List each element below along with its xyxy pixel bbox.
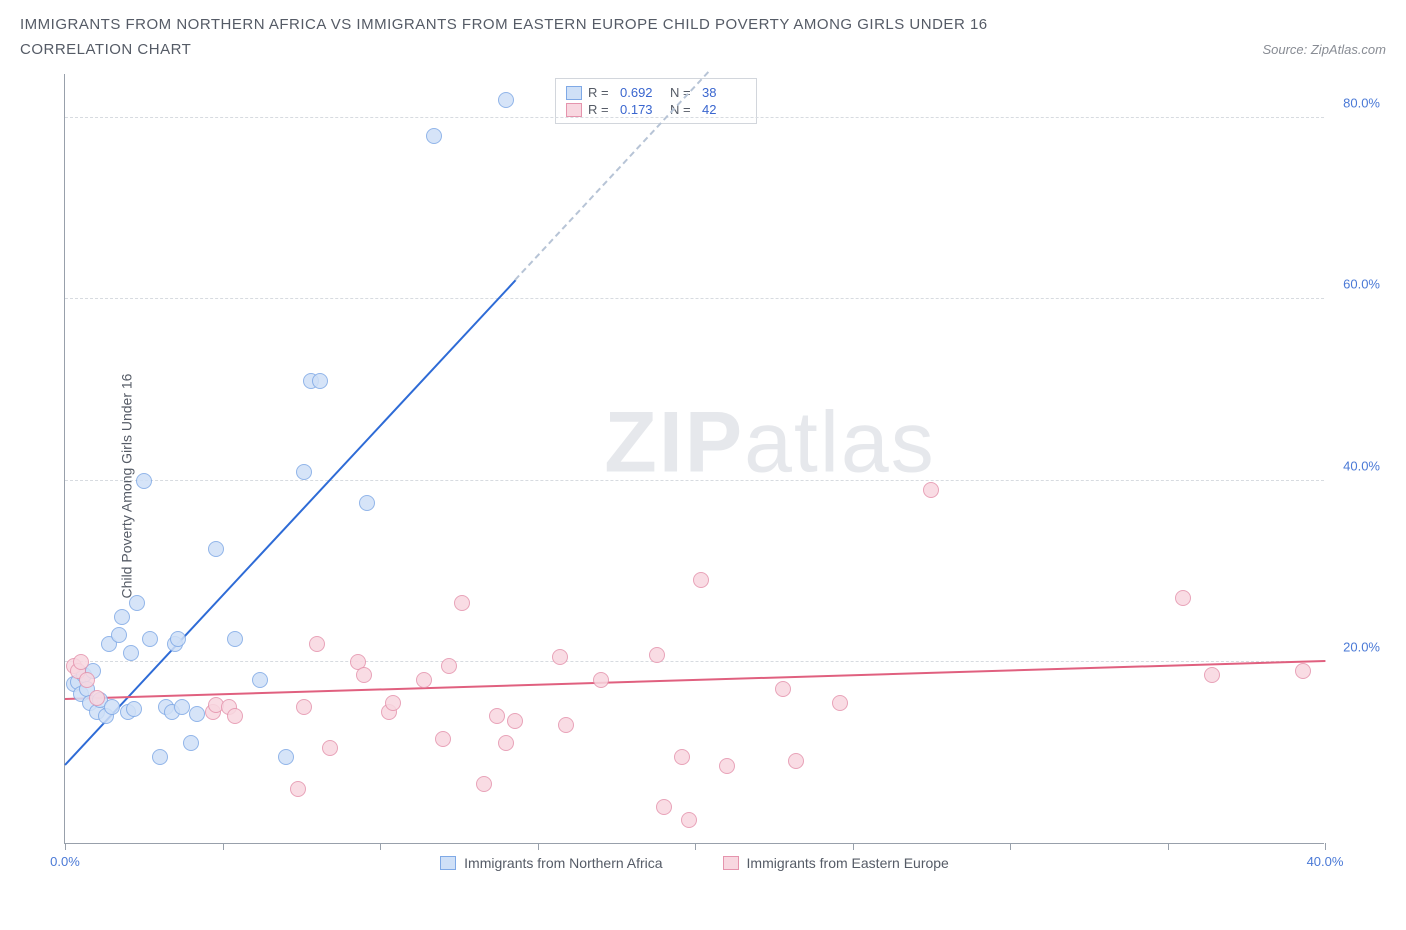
data-point [189, 706, 205, 722]
data-point [126, 701, 142, 717]
data-point [1175, 590, 1191, 606]
x-tick [695, 843, 696, 850]
data-point [208, 541, 224, 557]
r-value: 0.173 [620, 102, 664, 117]
data-point [104, 699, 120, 715]
data-point [170, 631, 186, 647]
x-tick-label: 40.0% [1307, 854, 1344, 869]
x-tick [1325, 843, 1326, 850]
legend-swatch [723, 856, 739, 870]
data-point [114, 609, 130, 625]
data-point [435, 731, 451, 747]
gridline [65, 480, 1324, 481]
data-point [296, 464, 312, 480]
stats-legend-row: R =0.173N =42 [566, 102, 746, 117]
x-tick [853, 843, 854, 850]
data-point [426, 128, 442, 144]
data-point [79, 672, 95, 688]
legend-item: Immigrants from Northern Africa [440, 855, 662, 871]
data-point [290, 781, 306, 797]
chart-header: IMMIGRANTS FROM NORTHERN AFRICA VS IMMIG… [20, 16, 1386, 62]
data-point [123, 645, 139, 661]
n-value: 42 [702, 102, 746, 117]
series-legend: Immigrants from Northern Africa Immigrant… [65, 855, 1324, 871]
chart-subtitle: CORRELATION CHART [20, 41, 191, 58]
data-point [552, 649, 568, 665]
data-point [507, 713, 523, 729]
x-tick-label: 0.0% [50, 854, 80, 869]
legend-label: Immigrants from Northern Africa [464, 855, 662, 871]
x-tick [380, 843, 381, 850]
data-point [296, 699, 312, 715]
data-point [832, 695, 848, 711]
data-point [775, 681, 791, 697]
r-value: 0.692 [620, 85, 664, 100]
data-point [136, 473, 152, 489]
data-point [73, 654, 89, 670]
gridline [65, 298, 1324, 299]
data-point [312, 373, 328, 389]
data-point [174, 699, 190, 715]
data-point [142, 631, 158, 647]
data-point [693, 572, 709, 588]
y-tick-label: 80.0% [1330, 96, 1380, 111]
x-tick [223, 843, 224, 850]
data-point [681, 812, 697, 828]
legend-swatch [440, 856, 456, 870]
data-point [489, 708, 505, 724]
data-point [498, 92, 514, 108]
data-point [719, 758, 735, 774]
legend-label: Immigrants from Eastern Europe [747, 855, 949, 871]
data-point [498, 735, 514, 751]
x-tick [1168, 843, 1169, 850]
data-point [1204, 667, 1220, 683]
data-point [309, 636, 325, 652]
data-point [656, 799, 672, 815]
gridline [65, 117, 1324, 118]
y-tick-label: 20.0% [1330, 639, 1380, 654]
data-point [89, 690, 105, 706]
data-point [476, 776, 492, 792]
chart-title: IMMIGRANTS FROM NORTHERN AFRICA VS IMMIG… [20, 16, 1386, 33]
data-point [674, 749, 690, 765]
stats-legend-row: R =0.692N =38 [566, 85, 746, 100]
data-point [441, 658, 457, 674]
gridline [65, 661, 1324, 662]
data-point [183, 735, 199, 751]
data-point [227, 631, 243, 647]
r-label: R = [588, 85, 614, 100]
y-tick-label: 60.0% [1330, 277, 1380, 292]
data-point [593, 672, 609, 688]
data-point [385, 695, 401, 711]
data-point [923, 482, 939, 498]
data-point [111, 627, 127, 643]
legend-item: Immigrants from Eastern Europe [723, 855, 949, 871]
data-point [129, 595, 145, 611]
data-point [558, 717, 574, 733]
data-point [1295, 663, 1311, 679]
legend-swatch [566, 103, 582, 117]
x-tick [1010, 843, 1011, 850]
r-label: R = [588, 102, 614, 117]
data-point [454, 595, 470, 611]
data-point [649, 647, 665, 663]
data-point [356, 667, 372, 683]
plot-area: ZIPatlas R =0.692N =38R =0.173N =42 Immi… [64, 74, 1324, 844]
data-point [359, 495, 375, 511]
data-point [788, 753, 804, 769]
legend-swatch [566, 86, 582, 100]
source-attribution: Source: ZipAtlas.com [1262, 42, 1386, 57]
data-point [278, 749, 294, 765]
y-tick-label: 40.0% [1330, 458, 1380, 473]
n-value: 38 [702, 85, 746, 100]
x-tick [538, 843, 539, 850]
data-point [322, 740, 338, 756]
correlation-chart: Child Poverty Among Girls Under 16 ZIPat… [20, 66, 1386, 906]
x-tick [65, 843, 66, 850]
data-point [227, 708, 243, 724]
data-point [152, 749, 168, 765]
watermark: ZIPatlas [604, 394, 935, 493]
data-point [252, 672, 268, 688]
data-point [416, 672, 432, 688]
